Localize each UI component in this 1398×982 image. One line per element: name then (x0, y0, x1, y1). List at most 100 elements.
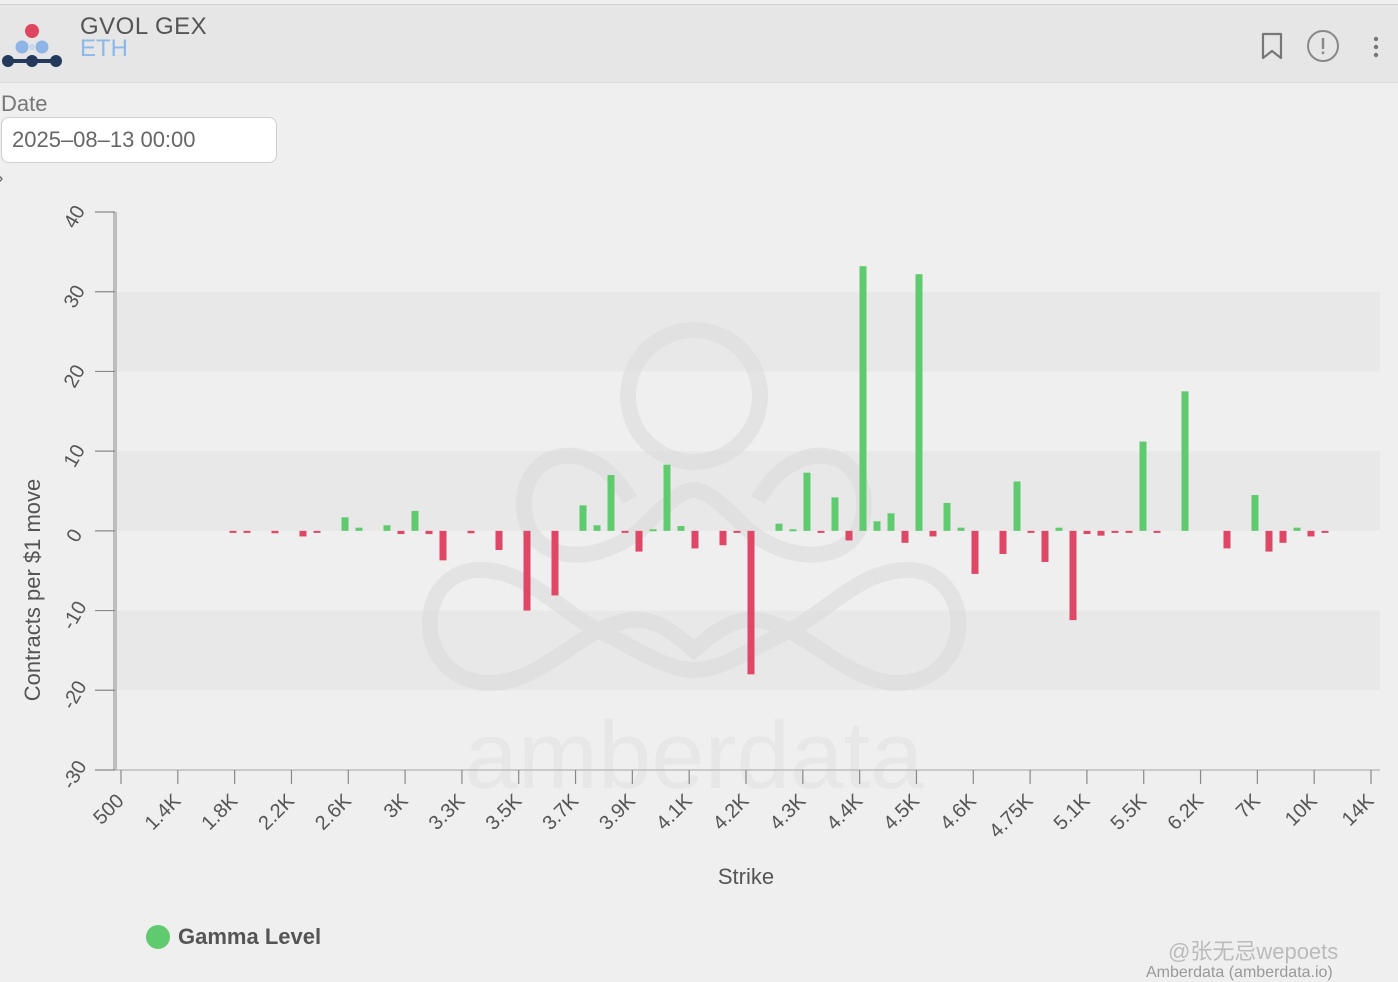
x-tick-labels: 500 1.4K 1.8K 2.2K 2.6K 3K 3.3K 3.5K 3.7K 3.9K 4.1… (89, 790, 1379, 843)
gamma-bar (551, 530, 559, 596)
gamma-bar (887, 513, 895, 531)
gamma-bar (775, 523, 783, 531)
gamma-bar (579, 505, 587, 531)
gamma-bar (691, 530, 699, 549)
gamma-bar (1125, 530, 1133, 533)
gamma-bar (271, 530, 279, 534)
legend-marker (146, 925, 170, 949)
gamma-bar (607, 475, 615, 531)
x-tick-label: 4.75K (985, 790, 1038, 843)
legend-label: Gamma Level (178, 924, 322, 949)
gamma-bar (439, 530, 447, 561)
page-title: GVOL GEX (80, 13, 208, 40)
gamma-bar (635, 530, 643, 552)
gamma-bar (1251, 494, 1259, 531)
x-tick-label: 6.2K (1163, 790, 1208, 835)
gamma-bar (1041, 530, 1049, 562)
gamma-bar (495, 530, 503, 550)
attribution-watermark: @张无忌wepoets (1168, 939, 1339, 964)
x-tick-label: 2.6K (311, 790, 356, 835)
gamma-bar (733, 530, 741, 533)
gamma-bar (299, 530, 307, 537)
gamma-bar (929, 530, 937, 537)
gamma-bar (1013, 481, 1021, 531)
y-tick-label: 30 (60, 282, 90, 312)
chart-axes (95, 211, 1380, 784)
gamma-bar (1293, 527, 1301, 531)
gamma-bar (719, 530, 727, 546)
x-tick-label: 5.5K (1107, 790, 1152, 835)
gamma-bar (915, 274, 923, 531)
x-tick-label: 4.6K (936, 790, 981, 835)
gamma-bar (957, 527, 965, 531)
gamma-bar (873, 521, 881, 531)
gamma-bar (1181, 391, 1189, 531)
gamma-bar (621, 530, 629, 533)
y-tick-label: -20 (58, 677, 92, 713)
gamma-bar (831, 497, 839, 531)
gamma-bar (397, 530, 405, 535)
x-tick-label: 10K (1281, 790, 1322, 831)
x-tick-label: 500 (89, 790, 128, 829)
gamma-bar (593, 525, 601, 531)
info-icon[interactable] (1306, 29, 1340, 63)
x-tick-label: 1.4K (141, 790, 186, 835)
bookmark-icon[interactable] (1258, 31, 1286, 61)
x-tick-label: 14K (1338, 790, 1379, 831)
gamma-bar (943, 502, 951, 531)
gamma-bar (817, 530, 825, 533)
x-tick-label: 7K (1232, 790, 1265, 823)
asset-subtitle: ETH (80, 35, 128, 62)
gamma-bar (971, 530, 979, 574)
gamma-bar (411, 510, 419, 531)
gamma-bar (425, 530, 433, 535)
gamma-bar (901, 530, 909, 543)
gamma-bar (1027, 530, 1035, 533)
amberdata-watermark: amberdata (421, 322, 967, 809)
x-tick-label: 1.8K (198, 790, 243, 835)
y-tick-label: 40 (60, 202, 90, 232)
y-tick-label: -30 (58, 757, 92, 793)
gamma-bar (523, 530, 531, 611)
chart-legend[interactable]: Gamma Level (146, 924, 321, 950)
gex-bar-chart: amberdata -30 -20 -10 0 10 20 30 40 500 1.4K 1.8K… (20, 202, 1380, 889)
x-tick-label: 5.1K (1050, 790, 1095, 835)
y-tick-label: -10 (58, 598, 92, 634)
gamma-bar (789, 529, 797, 532)
gamma-bar (383, 525, 391, 531)
y-axis-label: Contracts per $1 move (20, 479, 45, 702)
y-tick-label: 20 (60, 361, 90, 391)
y-tick-labels: -30 -20 -10 0 10 20 30 40 (58, 202, 92, 793)
x-tick-label: 3K (380, 790, 413, 823)
gamma-bar (1279, 530, 1287, 543)
gamma-bar (1153, 530, 1161, 533)
amberdata-logo-icon (2, 24, 62, 67)
gamma-bar (243, 530, 251, 533)
gamma-bar (803, 472, 811, 531)
gamma-bar (467, 530, 475, 534)
gamma-bar (1055, 527, 1063, 531)
gamma-bar (1083, 530, 1091, 535)
watermark-text: amberdata (465, 702, 925, 809)
gamma-bar (1111, 530, 1119, 533)
gamma-bar (747, 530, 755, 675)
date-input[interactable] (1, 117, 277, 163)
gamma-bar (1223, 530, 1231, 549)
grid-band (115, 451, 1380, 531)
x-axis-label: Strike (718, 864, 774, 889)
gamma-bar (1069, 530, 1077, 621)
y-tick-label: 10 (60, 441, 90, 471)
gamma-bar (649, 529, 657, 532)
x-tick-label: 2.2K (254, 790, 299, 835)
chart-grid-bands (115, 291, 1380, 691)
gamma-bar (1307, 530, 1315, 537)
gamma-bar (341, 517, 349, 531)
chevron-right-icon[interactable]: › (0, 170, 3, 188)
gamma-bar (999, 530, 1007, 554)
gamma-bar (1321, 530, 1329, 533)
x-tick-label: 3.3K (425, 790, 470, 835)
chart-credit: Amberdata (amberdata.io) (1146, 964, 1333, 981)
more-vertical-icon[interactable] (1366, 35, 1386, 63)
gamma-bar (229, 530, 237, 533)
gamma-bar (845, 530, 853, 541)
